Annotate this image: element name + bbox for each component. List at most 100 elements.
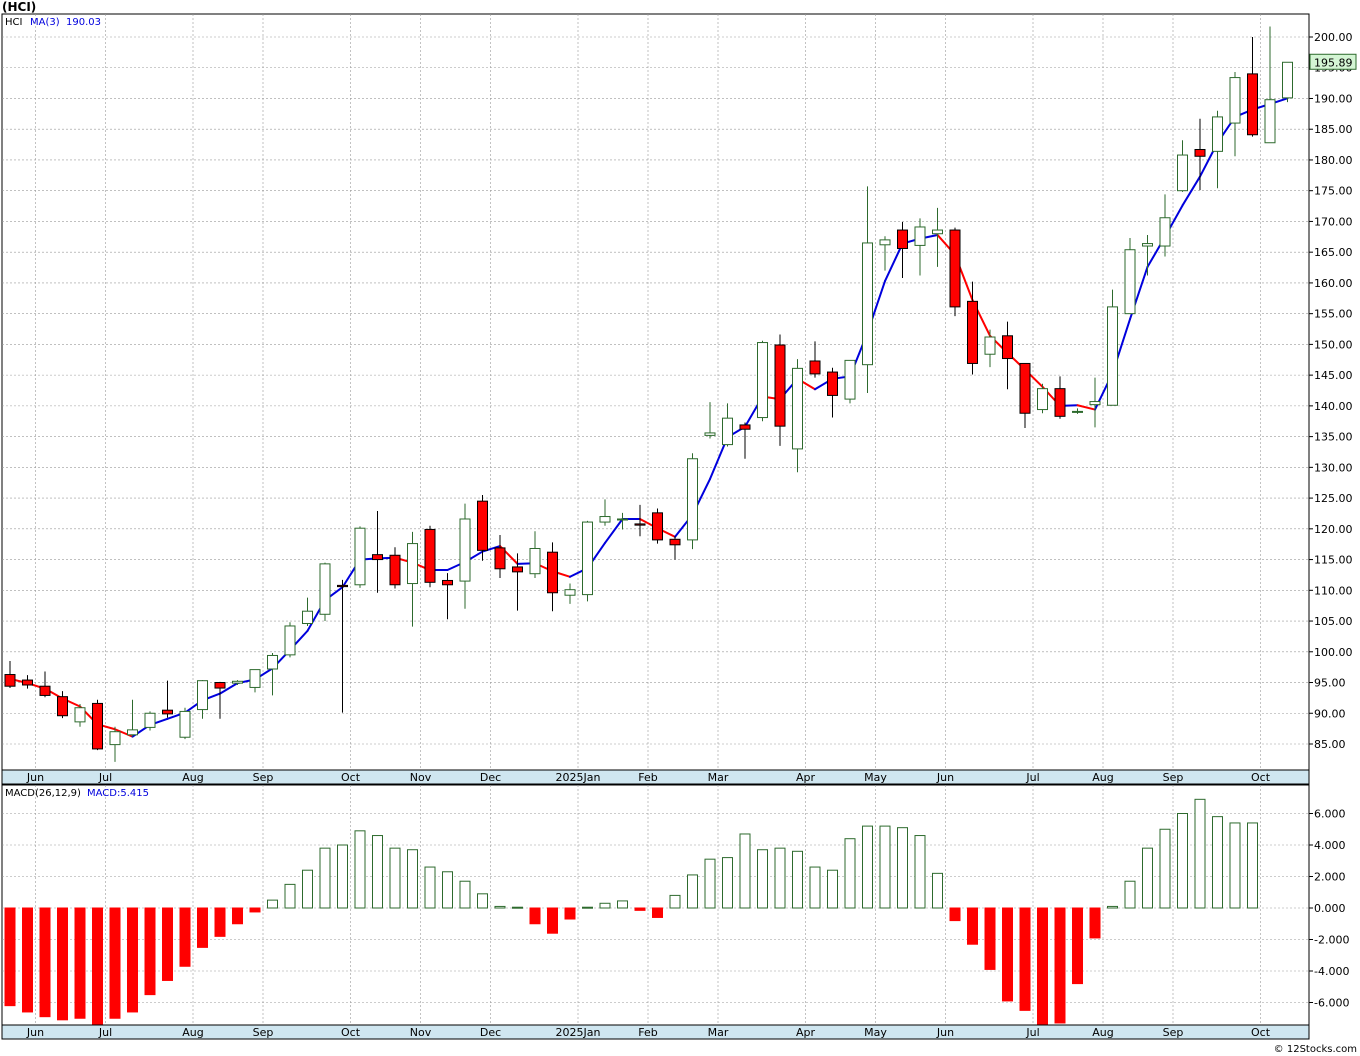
- macd-bar-negative: [214, 907, 226, 937]
- price-ytick-label: 145.00: [1314, 369, 1353, 382]
- price-ytick-label: 125.00: [1314, 492, 1353, 505]
- price-xtick-label: Jul: [1025, 771, 1039, 784]
- candle-body-down: [1002, 335, 1013, 360]
- macd-bar-positive: [1124, 880, 1136, 909]
- macd-bar-positive: [914, 835, 926, 909]
- price-xtick-label: Aug: [182, 771, 203, 784]
- last-price-tag: 195.89: [1309, 53, 1357, 70]
- candle: [109, 726, 121, 762]
- candle-body-up: [757, 342, 768, 419]
- macd-bar-positive: [809, 866, 821, 909]
- macd-bar-negative: [1089, 907, 1101, 939]
- price-xtick-label: Dec: [480, 771, 501, 784]
- macd-bar-positive: [827, 869, 838, 909]
- candle: [757, 340, 768, 422]
- candle-body-down: [424, 528, 436, 583]
- ma3-segment: [604, 517, 624, 544]
- candle: [582, 520, 593, 602]
- candle: [424, 525, 436, 588]
- macd-bar-positive: [687, 874, 698, 909]
- candle: [22, 675, 33, 689]
- candle-body-up: [617, 518, 628, 521]
- macd-bar-positive: [1159, 828, 1171, 909]
- candle: [197, 680, 208, 719]
- macd-bar-positive: [1177, 813, 1188, 909]
- price-ytick-label: 110.00: [1314, 584, 1353, 597]
- macd-bar-positive: [1212, 816, 1223, 909]
- macd-bar-positive: [879, 825, 891, 909]
- candle: [459, 503, 471, 609]
- macd-xtick-label: Jun: [936, 1026, 954, 1039]
- macd-bar-positive: [512, 906, 523, 909]
- candle: [739, 422, 751, 459]
- candle-body-down: [1054, 388, 1066, 417]
- macd-bar-negative: [57, 907, 68, 1021]
- price-ytick-label: 105.00: [1314, 615, 1353, 628]
- candle: [564, 583, 576, 604]
- candle-body-up: [1107, 306, 1118, 406]
- macd-bar-positive: [372, 835, 383, 909]
- candle-body-down: [4, 674, 16, 687]
- macd-xtick-label: Sep: [253, 1026, 274, 1039]
- macd-bar-negative: [74, 907, 86, 1019]
- candle-body-up: [1282, 61, 1293, 99]
- candle-body-up: [1159, 217, 1171, 247]
- candle: [774, 334, 786, 446]
- macd-bar-negative: [1037, 907, 1048, 1026]
- price-ytick-label: 175.00: [1314, 185, 1353, 198]
- candle-body-down: [1019, 362, 1031, 414]
- macd-bar-positive: [1229, 822, 1241, 909]
- candle-body-up: [1037, 388, 1048, 411]
- macd-xtick-label: Nov: [410, 1026, 432, 1039]
- macd-xtick-label: Aug: [182, 1026, 203, 1039]
- macd-ytick-label: 2.000: [1314, 871, 1346, 884]
- candle-body-down: [809, 360, 821, 375]
- candle-body-down: [652, 512, 663, 541]
- price-ytick-label: 165.00: [1314, 246, 1353, 259]
- macd-bar-negative: [249, 907, 261, 913]
- candle-body-up: [914, 226, 926, 246]
- price-xtick-label: Feb: [638, 771, 657, 784]
- candle: [1054, 376, 1066, 419]
- macd-bar-negative: [1054, 907, 1066, 1024]
- macd-xtick-label: Oct: [1251, 1026, 1271, 1039]
- candle-body-down: [442, 579, 453, 586]
- candle: [932, 207, 943, 267]
- price-ytick-label: 155.00: [1314, 308, 1353, 321]
- price-xtick-label: Aug: [1092, 771, 1113, 784]
- macd-bar-positive: [757, 849, 768, 909]
- candle-body-up: [1089, 401, 1101, 406]
- candle-body-down: [477, 500, 488, 551]
- macd-bar-negative: [22, 907, 33, 1013]
- candle-body-down: [739, 424, 751, 430]
- price-ytick-label: 135.00: [1314, 431, 1353, 444]
- macd-xtick-label: Sep: [1163, 1026, 1184, 1039]
- candle: [1282, 61, 1293, 103]
- macd-bar-positive: [424, 866, 436, 909]
- price-ytick-label: 190.00: [1314, 92, 1353, 105]
- macd-gridlines: [2, 785, 1309, 1025]
- macd-bar-positive: [704, 858, 716, 909]
- macd-bar-positive: [1142, 847, 1153, 909]
- candle: [162, 680, 173, 718]
- candle: [547, 542, 558, 612]
- macd-ytick-label: 6.000: [1314, 808, 1346, 821]
- candle-body-down: [897, 229, 908, 249]
- macd-bar-positive: [459, 880, 471, 909]
- candle-body-up: [354, 527, 366, 586]
- candle-body-down: [337, 584, 348, 588]
- candle-body-down: [1247, 73, 1258, 136]
- candle-body-up: [319, 563, 331, 615]
- macd-bar-positive: [774, 847, 786, 909]
- price-xtick-label: Jun: [936, 771, 954, 784]
- candle: [1107, 289, 1118, 406]
- candle: [862, 186, 873, 393]
- macd-x-axis-band: [1, 1024, 1310, 1040]
- macd-histogram: [4, 798, 1258, 1026]
- candle: [687, 453, 698, 550]
- price-ytick-label: 170.00: [1314, 215, 1353, 228]
- price-xtick-label: Nov: [410, 771, 432, 784]
- macd-bar-negative: [1002, 907, 1013, 1002]
- candle: [232, 680, 243, 685]
- candle-body-down: [389, 554, 401, 586]
